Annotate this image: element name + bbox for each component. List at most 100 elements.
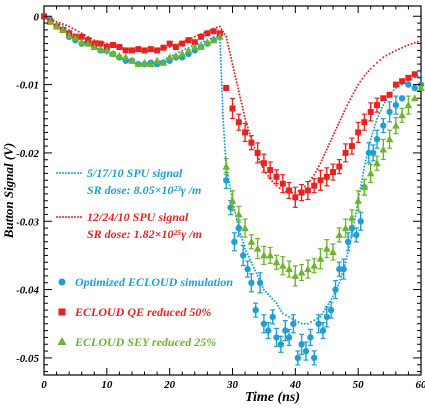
sey-point — [84, 39, 92, 47]
spu_red-dot — [322, 156, 324, 159]
x-tick-label: 10 — [101, 379, 113, 391]
spu_blue-point — [262, 288, 265, 291]
sey-point — [335, 230, 344, 238]
spu_red-dot — [398, 48, 400, 51]
spu_blue-dot — [251, 264, 254, 266]
sey-point — [379, 145, 388, 153]
sey-point — [96, 45, 105, 53]
spu_blue-dot — [223, 133, 226, 136]
sim-point — [398, 95, 406, 102]
spu_blue-point — [250, 261, 253, 264]
spu_blue-dot — [280, 309, 283, 312]
annotation-dot — [68, 172, 70, 174]
y-tick-label: -0.03 — [16, 216, 39, 228]
qe-point — [348, 143, 355, 150]
annotation-dot — [74, 172, 76, 174]
spu_red-dot — [330, 137, 333, 140]
sey-point — [90, 43, 99, 50]
spu_blue-dot — [234, 211, 237, 214]
sim-point — [282, 327, 289, 334]
annotation-dot — [71, 216, 73, 218]
legend-label: ECLOUD QE reduced 50% — [74, 305, 211, 319]
spu_blue-dot — [222, 120, 225, 123]
sim-point — [223, 177, 230, 184]
sey-point — [316, 254, 325, 262]
qe-point — [78, 33, 85, 40]
spu_blue-dot — [223, 143, 226, 146]
spu_blue-dot — [372, 129, 375, 132]
qe-point — [355, 129, 362, 136]
qe-point — [204, 30, 211, 37]
sim-point — [294, 354, 301, 362]
qe-point — [254, 149, 261, 156]
sey-point — [279, 261, 287, 269]
qe-point — [166, 40, 173, 47]
spu_red-point — [357, 83, 360, 86]
spu_blue-dot — [221, 93, 224, 96]
qe-point — [386, 91, 393, 98]
spu_blue-dot — [364, 162, 367, 165]
spu_blue-dot — [322, 310, 325, 313]
spu_blue-dot — [362, 168, 365, 171]
sey-point — [285, 265, 293, 273]
spu_blue-dot — [392, 89, 395, 92]
spu_blue-dot — [229, 187, 232, 190]
sey-point — [360, 183, 369, 191]
spu_blue-dot — [261, 285, 264, 288]
spu_red-dot — [327, 145, 329, 148]
spu_blue-dot — [220, 81, 223, 84]
spu_blue-dot — [362, 171, 365, 174]
sey-point — [109, 49, 117, 57]
axes: 0 10 20 30 40 50 60 0 -0.01 -0.02 -0.03 -0.04 -0.05 T… — [1, 6, 425, 405]
sey-point — [417, 84, 425, 91]
sey-point — [71, 34, 80, 42]
spu_red-point — [319, 162, 322, 165]
sey-point — [247, 237, 256, 245]
sim-point — [332, 286, 339, 293]
spu_blue-dot — [220, 84, 223, 87]
annotation-dot — [65, 172, 67, 174]
spu_red-dot — [215, 26, 218, 29]
spu_red-point — [313, 173, 316, 176]
spu_blue-dot — [303, 322, 306, 325]
sim-point — [311, 354, 318, 362]
spu_red-point — [55, 20, 58, 23]
sim-point — [340, 265, 347, 273]
spu_red-dot — [320, 159, 323, 162]
sey-point — [385, 135, 394, 143]
spu_blue-dot — [254, 269, 257, 272]
qe-point — [198, 33, 205, 40]
sim-point — [240, 252, 247, 259]
spu_blue-dot — [265, 290, 267, 293]
spu_blue-dot — [252, 266, 255, 269]
qe-point — [336, 163, 343, 170]
spu_red-dot — [228, 47, 230, 50]
spu_blue-dot — [246, 253, 249, 256]
qe-point — [273, 173, 280, 180]
sey-point — [197, 43, 205, 50]
legend-label: Optimized ECLOUD simulation — [75, 275, 233, 289]
spu_red-dot — [257, 158, 260, 161]
spu_red-dot — [232, 69, 235, 72]
sey-point — [140, 58, 149, 66]
spu_red-dot — [241, 105, 244, 108]
sim-point — [380, 122, 387, 129]
spu_red-dot — [416, 40, 419, 43]
legend-marker — [57, 337, 67, 345]
spu_red-dot — [227, 44, 230, 47]
spu_red-dot — [242, 108, 244, 111]
spu_red-dot — [391, 51, 394, 54]
spu_red-dot — [245, 120, 247, 123]
spu_blue-dot — [316, 317, 319, 320]
spu_blue-dot — [267, 293, 270, 296]
sey-point — [52, 22, 61, 30]
spu_blue-dot — [359, 187, 362, 190]
qe-point — [235, 119, 242, 126]
spu_blue-dot — [220, 78, 223, 81]
spu_red-point — [401, 46, 404, 49]
sey-point — [222, 162, 230, 170]
spu_red-dot — [328, 143, 331, 145]
spu_red-dot — [385, 54, 388, 57]
sey-point — [366, 169, 375, 177]
sey-point — [184, 46, 193, 54]
